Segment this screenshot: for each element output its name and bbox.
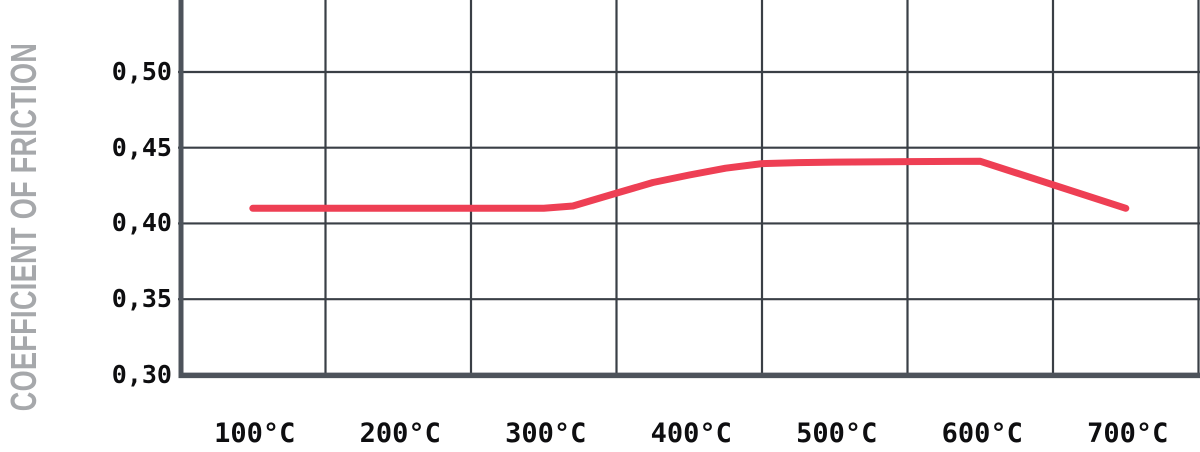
x-tick-label: 200°C	[359, 418, 441, 449]
x-tick-label: 100°C	[214, 418, 296, 449]
y-tick-label: 0,40	[111, 208, 172, 238]
x-tick-label: 500°C	[796, 418, 878, 449]
x-tick-label: 700°C	[1087, 418, 1169, 449]
friction-series-line	[249, 157, 1130, 212]
x-tick-label: 600°C	[941, 418, 1023, 449]
y-tick-label: 0,35	[111, 284, 172, 314]
x-tick-label: 400°C	[650, 418, 732, 449]
x-tick-label: 300°C	[505, 418, 587, 449]
series-path	[249, 157, 1130, 212]
gridlines	[178, 0, 1200, 375]
y-tick-label: 0,45	[111, 132, 172, 162]
axes	[178, 0, 1200, 379]
y-tick-label: 0,30	[111, 359, 172, 389]
y-tick-label: 0,50	[111, 56, 172, 86]
